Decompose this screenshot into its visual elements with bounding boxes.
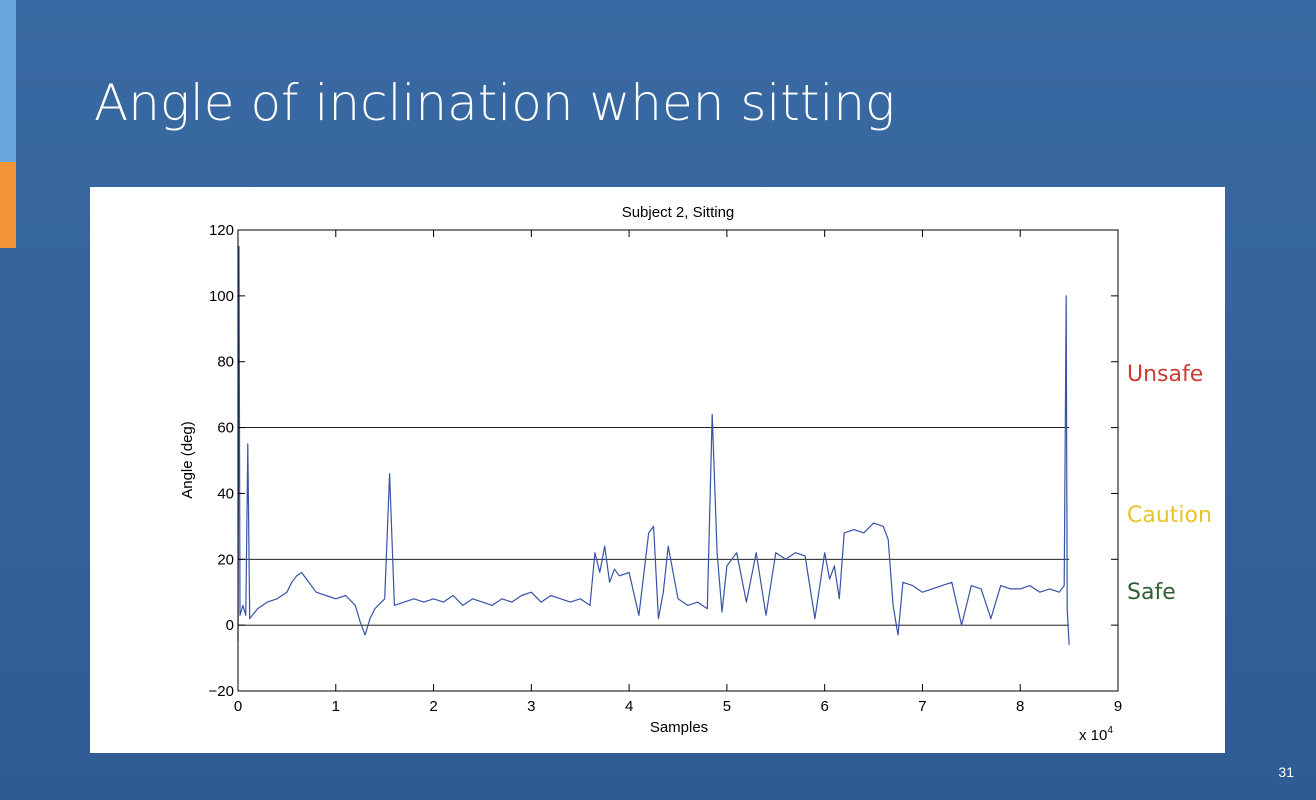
x-tick-label: 0 — [234, 698, 242, 715]
chart-panel: Subject 2, Sitting Samples Angle (deg) x… — [90, 187, 1225, 753]
x-tick-label: 9 — [1114, 698, 1122, 715]
x-tick-label: 8 — [1016, 698, 1024, 715]
slide-title: Angle of inclination when sitting — [94, 74, 896, 132]
x-axis-label: Samples — [650, 719, 708, 736]
x-tick-label: 2 — [429, 698, 437, 715]
x-tick-label: 4 — [625, 698, 633, 715]
y-tick-label: 0 — [226, 617, 234, 634]
zone-label-safe: Safe — [1127, 580, 1176, 605]
x-tick-label: 1 — [332, 698, 340, 715]
x-tick-label: 5 — [723, 698, 731, 715]
y-tick-label: 40 — [217, 485, 234, 502]
x-tick-label: 7 — [918, 698, 926, 715]
zone-label-caution: Caution — [1127, 503, 1212, 528]
line-chart: Subject 2, Sitting Samples Angle (deg) x… — [179, 204, 1122, 744]
x-axis-multiplier: x 104 — [1079, 725, 1113, 744]
x-tick-label: 6 — [820, 698, 828, 715]
accent-bar-top — [0, 0, 16, 162]
y-tick-label: 60 — [217, 420, 234, 437]
safe-label: Safe — [1127, 580, 1176, 605]
series-line-0 — [237, 245, 1070, 645]
accent-bar-orange — [0, 162, 16, 248]
y-tick-label: −20 — [209, 683, 234, 700]
y-tick-label: 100 — [209, 288, 234, 305]
zone-label-unsafe: Unsafe — [1127, 362, 1203, 387]
y-tick-label: 20 — [217, 551, 234, 568]
y-tick-label: 80 — [217, 354, 234, 371]
page-number: 31 — [1278, 764, 1294, 780]
y-axis-label: Angle (deg) — [179, 421, 196, 499]
chart-title: Subject 2, Sitting — [622, 204, 735, 221]
caution-label: Caution — [1127, 503, 1212, 528]
x-tick-label: 3 — [527, 698, 535, 715]
unsafe-label: Unsafe — [1127, 362, 1204, 387]
y-tick-label: 120 — [209, 222, 234, 239]
plot-frame — [237, 229, 1119, 692]
